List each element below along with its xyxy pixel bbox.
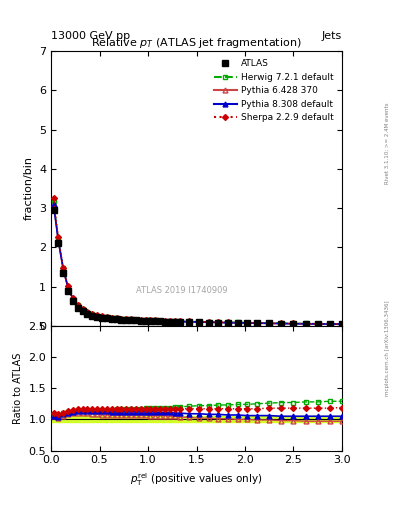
Text: mcplots.cern.ch [arXiv:1306.3436]: mcplots.cern.ch [arXiv:1306.3436] xyxy=(385,301,390,396)
X-axis label: $p_{\rm T}^{\rm rel}$ (positive values only): $p_{\rm T}^{\rm rel}$ (positive values o… xyxy=(130,471,263,488)
Text: 13000 GeV pp: 13000 GeV pp xyxy=(51,31,130,41)
Y-axis label: fraction/bin: fraction/bin xyxy=(24,157,33,221)
Title: Relative $p_{T}$ (ATLAS jet fragmentation): Relative $p_{T}$ (ATLAS jet fragmentatio… xyxy=(91,36,302,50)
Text: ATLAS 2019 I1740909: ATLAS 2019 I1740909 xyxy=(136,286,228,295)
Text: Rivet 3.1.10; >= 2.4M events: Rivet 3.1.10; >= 2.4M events xyxy=(385,102,390,184)
Text: Jets: Jets xyxy=(321,31,342,41)
Y-axis label: Ratio to ATLAS: Ratio to ATLAS xyxy=(13,352,23,424)
Bar xyxy=(51,416,342,422)
Legend: ATLAS, Herwig 7.2.1 default, Pythia 6.428 370, Pythia 8.308 default, Sherpa 2.2.: ATLAS, Herwig 7.2.1 default, Pythia 6.42… xyxy=(210,56,338,126)
